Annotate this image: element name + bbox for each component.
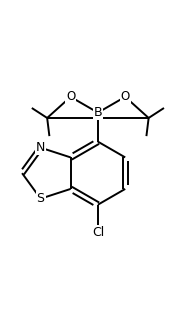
Text: Cl: Cl: [92, 226, 104, 239]
Text: O: O: [121, 90, 130, 103]
Text: N: N: [36, 141, 45, 154]
Text: B: B: [94, 106, 102, 119]
Text: S: S: [37, 192, 45, 205]
Text: O: O: [66, 90, 75, 103]
